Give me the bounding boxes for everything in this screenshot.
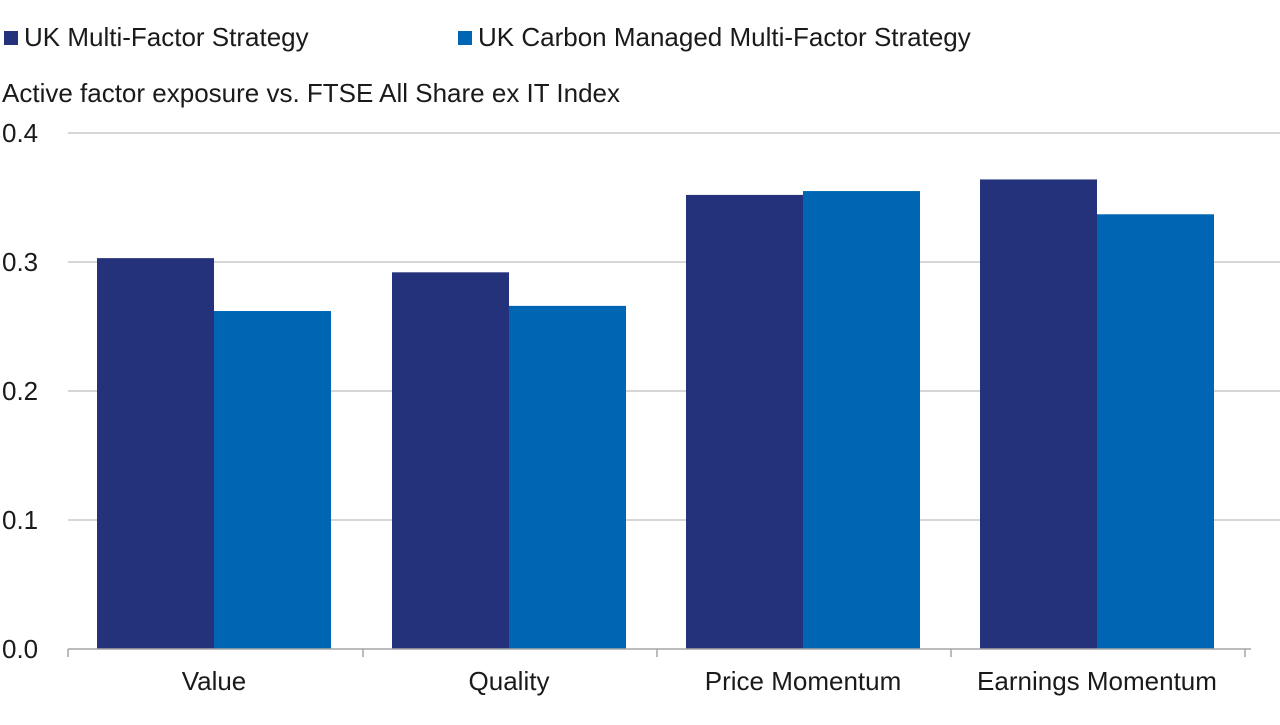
y-tick-label: 0.4 — [2, 118, 38, 148]
bar-2-quality — [509, 305, 626, 649]
bar-1-price-momentum — [686, 194, 803, 650]
legend: UK Multi-Factor Strategy UK Carbon Manag… — [4, 22, 971, 52]
x-tick-label: Quality — [469, 666, 550, 696]
y-tick-label: 0.1 — [2, 505, 38, 535]
bar-1-earnings-momentum — [980, 179, 1097, 649]
bar-1-value — [97, 258, 214, 649]
legend-swatch-series-1 — [4, 31, 18, 45]
bar-2-earnings-momentum — [1097, 214, 1214, 649]
bar-2-price-momentum — [803, 191, 920, 650]
y-tick-label: 0.3 — [2, 247, 38, 277]
y-axis-ticks: 0.0 0.1 0.2 0.3 0.4 — [2, 118, 38, 664]
legend-label-series-2: UK Carbon Managed Multi-Factor Strategy — [478, 22, 971, 52]
x-tick-label: Earnings Momentum — [977, 666, 1217, 696]
bar-1-quality — [392, 272, 509, 649]
x-tick-label: Value — [182, 666, 247, 696]
y-tick-label: 0.0 — [2, 634, 38, 664]
bars — [97, 179, 1214, 650]
x-tick-label: Price Momentum — [705, 666, 902, 696]
x-axis — [67, 648, 1251, 657]
legend-label-series-1: UK Multi-Factor Strategy — [24, 22, 309, 52]
legend-swatch-series-2 — [458, 31, 472, 45]
bar-2-value — [214, 311, 331, 649]
x-axis-labels: Value Quality Price Momentum Earnings Momen… — [182, 666, 1217, 696]
y-tick-label: 0.2 — [2, 376, 38, 406]
chart-subtitle: Active factor exposure vs. FTSE All Shar… — [2, 78, 620, 108]
